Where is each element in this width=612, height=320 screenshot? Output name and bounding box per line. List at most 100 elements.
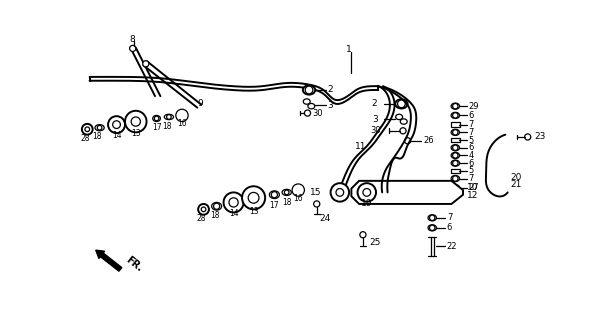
Circle shape	[97, 125, 102, 130]
Ellipse shape	[451, 103, 460, 109]
Circle shape	[357, 183, 376, 202]
Ellipse shape	[451, 129, 460, 135]
Circle shape	[85, 127, 89, 132]
Text: 6: 6	[468, 111, 474, 120]
Circle shape	[248, 192, 259, 203]
Text: 28: 28	[196, 214, 206, 223]
Circle shape	[336, 188, 344, 196]
Ellipse shape	[451, 145, 460, 151]
Circle shape	[229, 198, 238, 207]
Text: 16: 16	[293, 194, 303, 203]
Text: 24: 24	[319, 214, 330, 223]
Bar	[450, 169, 460, 173]
Text: 16: 16	[177, 119, 187, 128]
Ellipse shape	[428, 225, 436, 231]
Text: 14: 14	[229, 210, 239, 219]
Circle shape	[82, 124, 92, 135]
Circle shape	[400, 128, 406, 134]
Text: 6: 6	[447, 223, 452, 232]
Text: 6: 6	[468, 159, 474, 168]
Circle shape	[198, 204, 209, 215]
Circle shape	[143, 61, 149, 67]
Ellipse shape	[428, 215, 436, 221]
Text: 11: 11	[355, 142, 367, 151]
Circle shape	[304, 110, 310, 116]
Text: 15: 15	[310, 188, 321, 197]
Ellipse shape	[95, 124, 104, 131]
Text: 13: 13	[248, 207, 258, 216]
Text: 5: 5	[468, 136, 474, 145]
Circle shape	[453, 103, 458, 109]
Text: 12: 12	[467, 191, 478, 200]
Ellipse shape	[303, 85, 315, 95]
Text: 6: 6	[468, 143, 474, 152]
Text: 26: 26	[423, 136, 434, 145]
Ellipse shape	[451, 185, 460, 191]
Ellipse shape	[395, 114, 403, 120]
Circle shape	[453, 185, 458, 190]
Circle shape	[453, 113, 458, 118]
Text: 5: 5	[468, 166, 474, 175]
Circle shape	[453, 145, 458, 150]
Text: 7: 7	[468, 128, 474, 137]
Text: 19: 19	[362, 199, 373, 208]
Circle shape	[154, 116, 159, 121]
Ellipse shape	[451, 160, 460, 166]
Text: 22: 22	[447, 242, 457, 251]
Circle shape	[201, 207, 206, 212]
Ellipse shape	[269, 191, 280, 198]
Ellipse shape	[451, 112, 460, 118]
Circle shape	[214, 203, 220, 209]
Text: 8: 8	[130, 36, 135, 44]
Circle shape	[131, 117, 140, 126]
Text: 21: 21	[511, 180, 522, 189]
Ellipse shape	[400, 119, 407, 124]
Text: 20: 20	[511, 172, 522, 181]
Ellipse shape	[451, 175, 460, 182]
Text: 7: 7	[468, 120, 474, 129]
Ellipse shape	[164, 114, 174, 120]
Circle shape	[430, 225, 435, 230]
Text: 18: 18	[163, 122, 172, 131]
Ellipse shape	[282, 189, 291, 196]
Text: 25: 25	[369, 238, 381, 247]
Text: 18: 18	[92, 132, 102, 141]
FancyArrow shape	[95, 250, 122, 271]
Circle shape	[330, 183, 349, 202]
Circle shape	[113, 121, 121, 129]
Ellipse shape	[153, 116, 160, 122]
Circle shape	[453, 160, 458, 166]
Circle shape	[363, 188, 371, 196]
Text: 17: 17	[269, 201, 279, 210]
Text: 10: 10	[467, 183, 479, 192]
Circle shape	[166, 115, 171, 119]
Polygon shape	[351, 181, 463, 204]
Text: 30: 30	[371, 126, 381, 135]
Text: 27: 27	[468, 183, 479, 192]
Text: 3: 3	[373, 115, 378, 124]
Ellipse shape	[304, 99, 310, 104]
Text: 3: 3	[327, 101, 334, 110]
Ellipse shape	[451, 152, 460, 158]
Circle shape	[405, 138, 411, 144]
Circle shape	[314, 201, 320, 207]
Circle shape	[285, 190, 289, 195]
Circle shape	[430, 215, 435, 220]
Text: 14: 14	[112, 131, 121, 140]
Circle shape	[453, 130, 458, 135]
Circle shape	[360, 232, 366, 238]
Ellipse shape	[212, 203, 222, 210]
Circle shape	[305, 86, 313, 94]
Ellipse shape	[308, 103, 315, 109]
Bar	[450, 122, 460, 127]
Circle shape	[398, 100, 405, 108]
Text: 7: 7	[447, 213, 452, 222]
Circle shape	[176, 109, 188, 122]
Text: 7: 7	[468, 174, 474, 183]
Circle shape	[292, 184, 304, 196]
Circle shape	[223, 192, 244, 212]
Circle shape	[524, 134, 531, 140]
Text: 28: 28	[80, 134, 90, 143]
Circle shape	[125, 111, 146, 132]
Circle shape	[453, 153, 458, 158]
